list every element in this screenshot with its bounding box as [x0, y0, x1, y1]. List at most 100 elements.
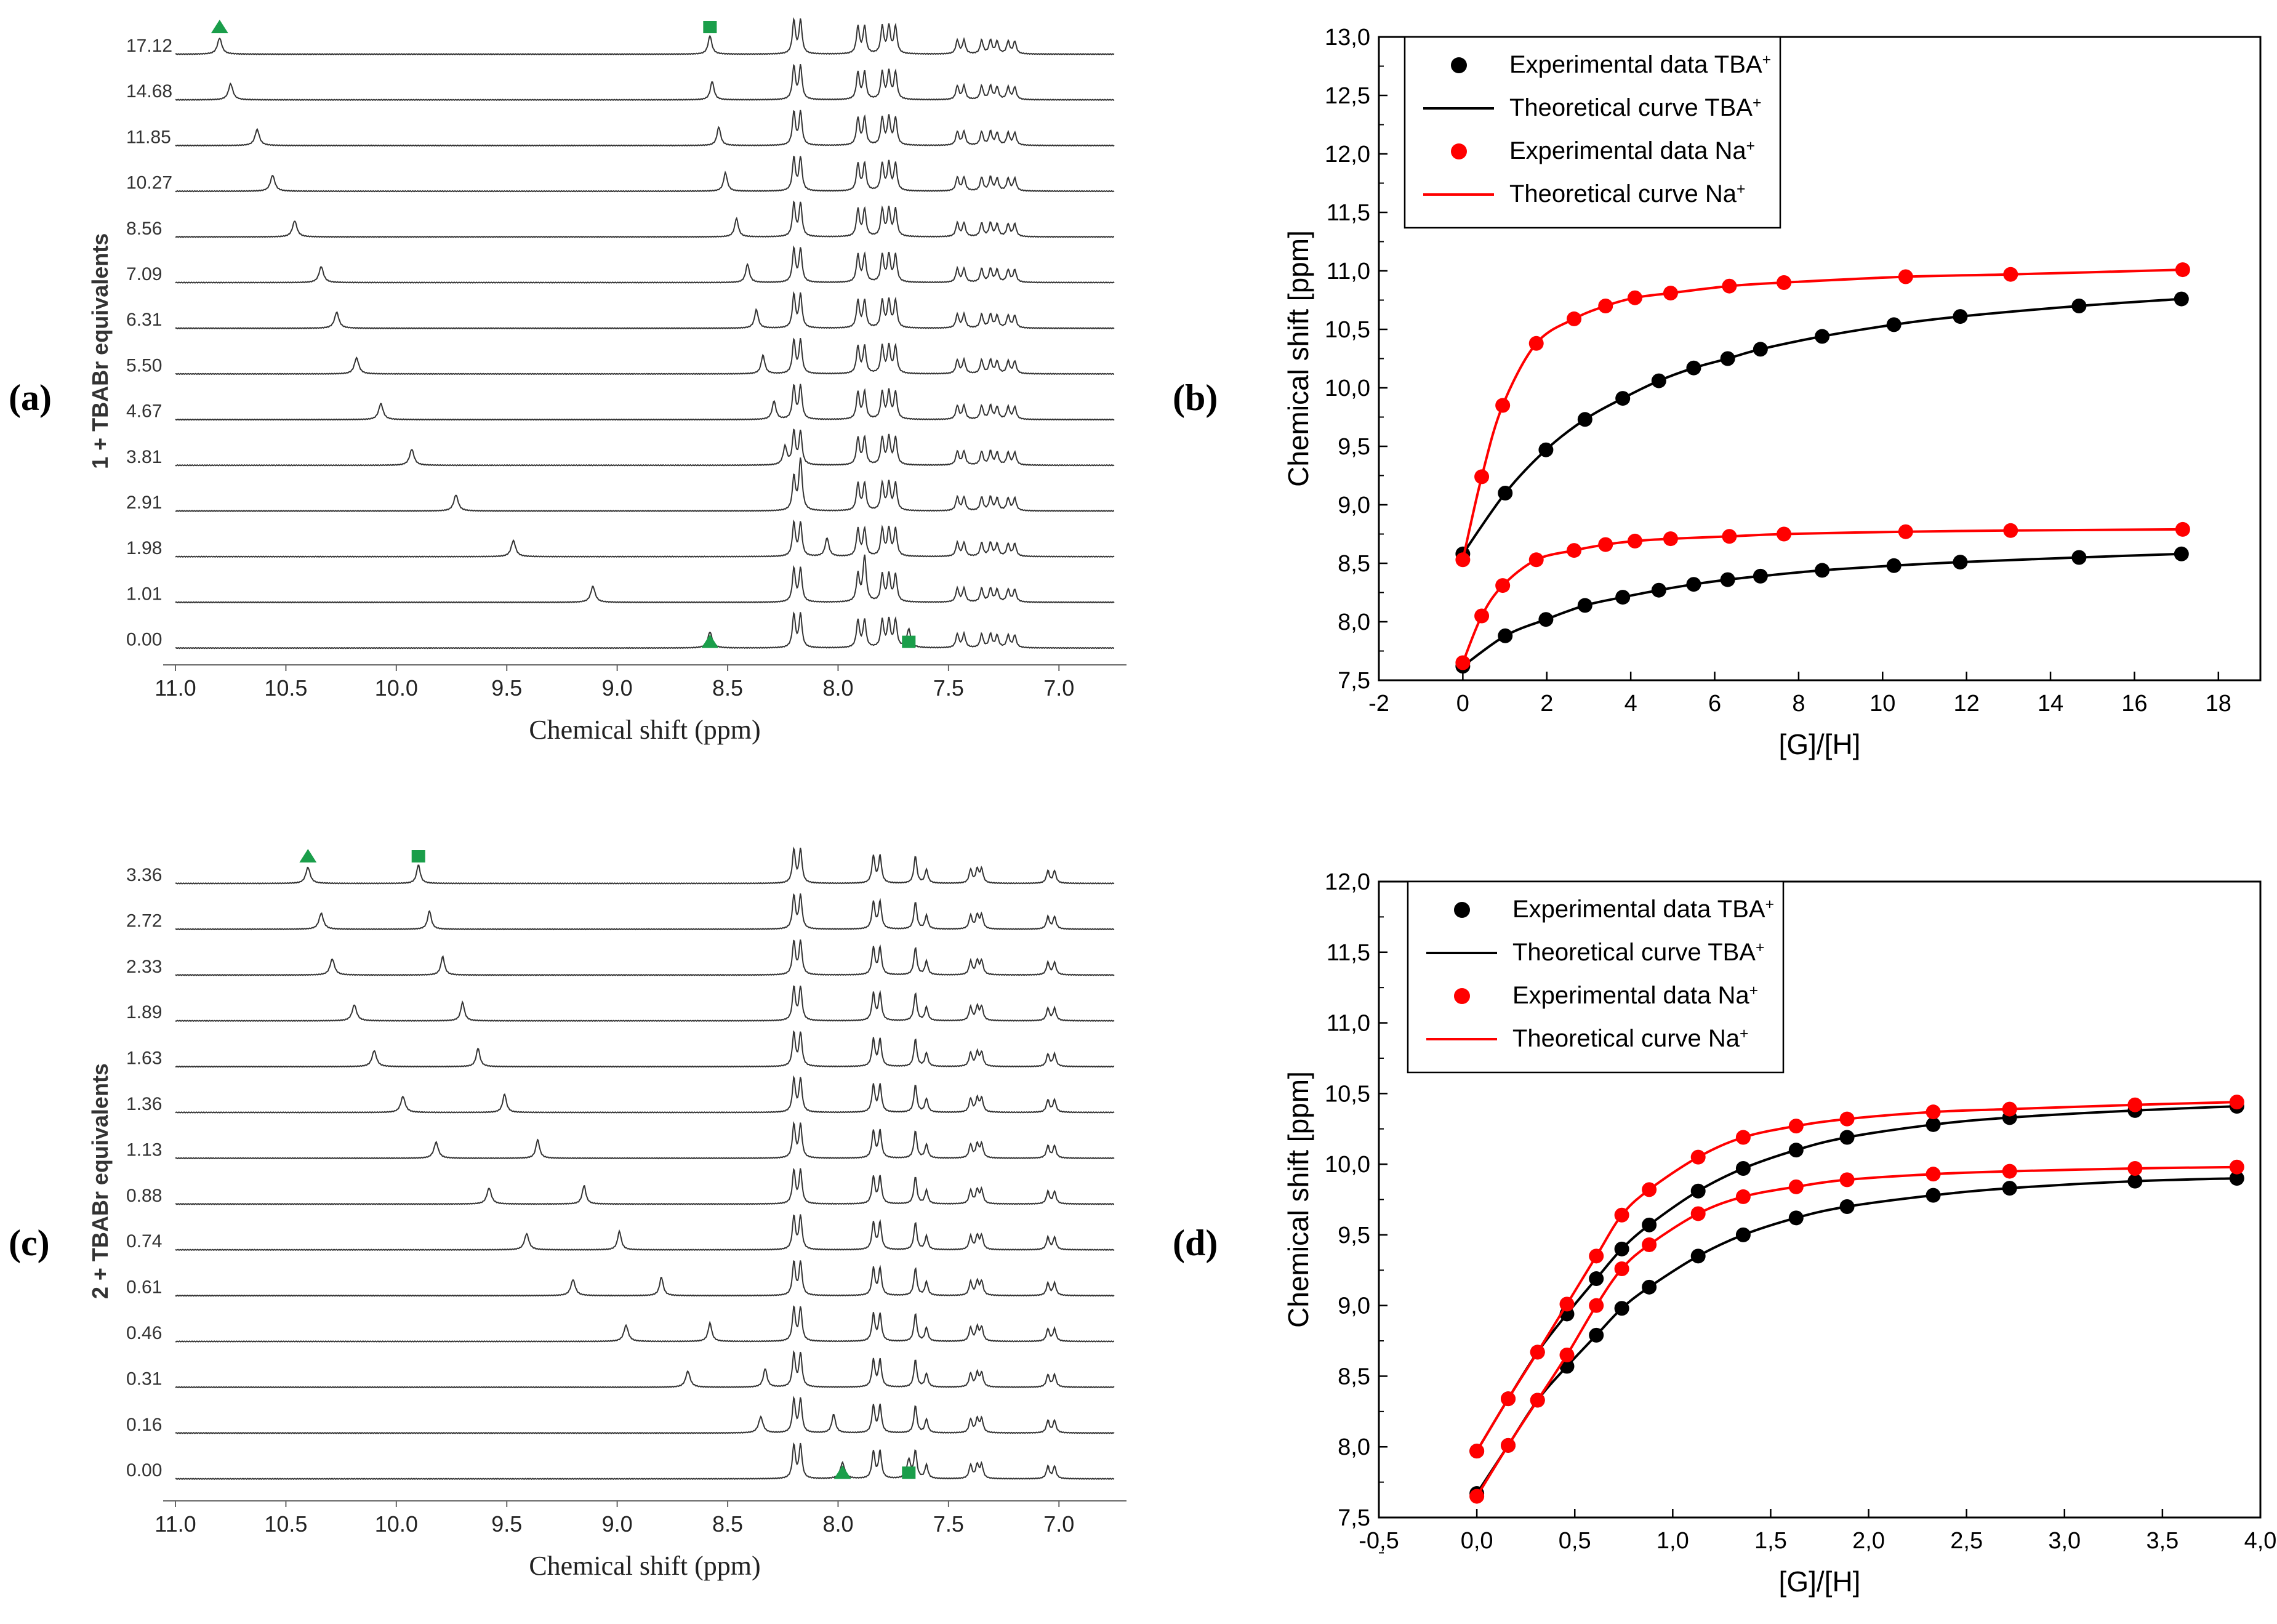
x-tick-label: 0	[1456, 691, 1469, 717]
spectrum-trace	[175, 846, 1115, 885]
y-tick-label: 10,5	[1325, 317, 1370, 343]
data-point	[2229, 1095, 2244, 1110]
spectrum-trace	[175, 384, 1115, 421]
data-point	[1686, 360, 1701, 376]
legend-label: Experimental data TBA+	[1512, 896, 1774, 923]
y-tick-label: 11,5	[1327, 200, 1370, 226]
trace-label: 0.61	[126, 1277, 162, 1298]
data-point	[1753, 568, 1768, 584]
spectrum-trace	[175, 1030, 1115, 1068]
data-point	[1953, 309, 1968, 324]
x-tick-label: 10.5	[264, 1511, 307, 1537]
x-tick-label: 3,0	[2048, 1528, 2081, 1554]
data-point	[1898, 524, 1913, 539]
panel-label-b: (b)	[1173, 377, 1218, 418]
data-point	[1495, 398, 1511, 413]
data-point	[1788, 1210, 1804, 1226]
data-point	[1886, 558, 1902, 573]
data-point	[1589, 1298, 1604, 1313]
data-point	[1735, 1227, 1751, 1242]
panel-label-a: (a)	[9, 377, 52, 418]
data-point	[1735, 1189, 1751, 1204]
data-point	[1501, 1437, 1516, 1453]
data-point	[1720, 351, 1735, 366]
x-tick-label: 7.5	[933, 1511, 964, 1537]
data-point	[2003, 267, 2018, 282]
spectrum-trace	[175, 1120, 1115, 1160]
data-point	[1538, 442, 1554, 457]
spectrum-trace	[175, 457, 1115, 512]
trace-label: 2.33	[126, 957, 162, 977]
spectrum-trace	[175, 337, 1115, 376]
data-point	[1598, 537, 1613, 552]
trace-label: 0.31	[126, 1369, 162, 1389]
x-tick-label: 11.0	[155, 675, 196, 701]
x-tick-label: 4,0	[2244, 1528, 2277, 1554]
data-point	[2174, 546, 2189, 561]
trace-label: 11.85	[126, 127, 171, 147]
spectrum-trace	[175, 1260, 1115, 1297]
x-tick-label: -2	[1368, 691, 1389, 717]
data-point	[1735, 1130, 1751, 1145]
data-point	[1722, 278, 1737, 294]
theoretical-curve	[1476, 1101, 2237, 1452]
trace-label: 1.13	[126, 1140, 162, 1160]
y-tick-label: 8,5	[1338, 1364, 1370, 1389]
y-tick-label: 10,5	[1325, 1081, 1370, 1107]
spectrum-trace	[175, 63, 1115, 102]
y-tick-label: 8,5	[1338, 551, 1370, 577]
trace-label: 1.98	[126, 538, 162, 558]
spectrum-trace	[175, 1395, 1115, 1434]
data-point	[1455, 552, 1471, 568]
spectrum-trace	[175, 200, 1115, 238]
x-tick-label: 0,0	[1461, 1528, 1493, 1554]
theoretical-curve	[1462, 552, 2182, 667]
data-point	[1663, 531, 1678, 547]
x-tick-label: 12	[1954, 691, 1980, 717]
data-point	[2071, 550, 2087, 565]
data-point	[2002, 1181, 2017, 1196]
square-marker	[411, 850, 425, 862]
y-tick-label: 8,0	[1338, 1434, 1370, 1460]
data-point	[1815, 329, 1830, 344]
data-point	[1538, 612, 1554, 627]
x-tick-label: 14	[2038, 691, 2063, 717]
x-tick-label: 2,5	[1950, 1528, 1983, 1554]
data-point	[2127, 1097, 2143, 1112]
y-tick-label: 9,0	[1338, 1293, 1370, 1319]
spectrum-trace	[175, 155, 1115, 193]
data-point	[1498, 628, 1513, 643]
data-point	[1642, 1217, 1657, 1232]
triangle-marker	[299, 849, 317, 862]
legend-label: Experimental data Na+	[1512, 982, 1758, 1009]
data-point	[1690, 1183, 1706, 1199]
x-tick-label: 11.0	[155, 1511, 196, 1537]
data-point	[1559, 1296, 1575, 1312]
y-axis-title: 2 + TBABr equivalents	[87, 1063, 113, 1299]
y-tick-label: 7,5	[1338, 1505, 1370, 1531]
y-axis-title: Chemical shift [ppm]	[1282, 230, 1314, 487]
data-point	[1589, 1248, 1604, 1264]
nmr-panel-a: 17.12 14.68 11.85 10.27 8.56 7.09 6.31 5.50 4.67…	[87, 17, 1126, 745]
y-tick-label: 11,5	[1327, 940, 1370, 966]
x-tick-label: 3,5	[2146, 1528, 2179, 1554]
data-point	[1926, 1167, 1941, 1182]
x-tick-label: 8.0	[822, 1511, 853, 1537]
data-point	[1615, 590, 1631, 605]
data-point	[1886, 317, 1902, 332]
data-point	[1839, 1199, 1855, 1214]
data-point	[1663, 286, 1678, 301]
square-marker	[902, 635, 916, 648]
nmr-panel-c: 3.36 2.72 2.33 1.89 1.63 1.36 1.13 0.88 0.74 0.61…	[87, 846, 1126, 1581]
data-point	[1642, 1237, 1657, 1252]
data-point	[1528, 336, 1544, 351]
legend-marker	[1454, 988, 1470, 1004]
spectrum-trace	[175, 893, 1115, 931]
spectrum-trace	[175, 554, 1115, 604]
x-tick-label: 9.0	[602, 1511, 633, 1537]
spectrum-trace	[175, 939, 1115, 976]
data-point	[1839, 1172, 1855, 1188]
data-point	[1690, 1248, 1706, 1264]
data-point	[1627, 290, 1642, 305]
